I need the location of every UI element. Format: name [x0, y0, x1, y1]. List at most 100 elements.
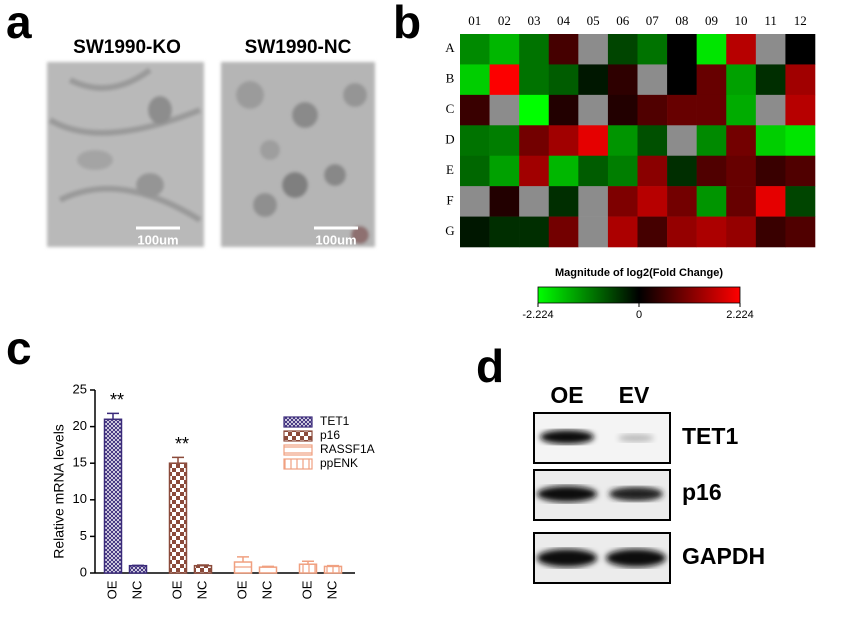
micrograph [221, 62, 375, 247]
heatmap-cell [607, 125, 638, 157]
column-label: 07 [646, 13, 660, 28]
heatmap-cell [578, 34, 609, 65]
panel-label: b [393, 0, 421, 48]
column-label: 09 [705, 13, 718, 28]
row-label: p16 [682, 479, 722, 505]
row-label: B [446, 71, 455, 86]
heatmap-cell [460, 125, 490, 157]
heatmap-cell [667, 94, 697, 126]
heatmap-cell [637, 34, 668, 65]
y-tick-label: 15 [73, 455, 87, 470]
column-label: 06 [616, 13, 630, 28]
heatmap-cell [637, 155, 668, 187]
row-label: C [446, 101, 455, 116]
heatmap-cell [607, 155, 638, 187]
x-tick-label: NC [259, 581, 274, 600]
column-label: 11 [764, 13, 777, 28]
heatmap-cell [460, 186, 490, 217]
y-tick-label: 5 [80, 528, 87, 543]
row-label: G [445, 223, 454, 238]
x-tick-label: OE [169, 580, 184, 599]
heatmap-cell [519, 64, 550, 96]
heatmap-cell [667, 186, 697, 217]
colorbar-tick-label: 0 [636, 309, 642, 321]
heatmap-cell [785, 155, 816, 187]
heatmap-cell [637, 94, 668, 126]
heatmap-cell [755, 125, 786, 157]
heatmap-cell [667, 34, 697, 65]
colorbar-tick-label: -2.224 [522, 309, 553, 321]
heatmap-cell [519, 216, 550, 248]
bar [258, 566, 278, 574]
column-label: 10 [735, 13, 748, 28]
legend-label: TET1 [320, 414, 350, 428]
column-label: 12 [794, 13, 807, 28]
x-tick-label: NC [194, 581, 209, 600]
heatmap-cell [726, 186, 757, 217]
heatmap-cell [785, 186, 816, 217]
heatmap-cell [460, 155, 490, 187]
heatmap-cell [755, 216, 786, 248]
heatmap-cell [548, 94, 579, 126]
heatmap-cell [519, 186, 550, 217]
x-tick-label: NC [129, 581, 144, 600]
legend-label: ppENK [320, 456, 358, 470]
blot [533, 412, 671, 584]
heatmap-cell [667, 64, 697, 96]
bar [193, 564, 213, 574]
heatmap-cell [607, 64, 638, 96]
bar [103, 418, 123, 574]
x-tick-label: OE [299, 580, 314, 599]
scale-label: 100um [315, 232, 356, 247]
heatmap-cell [755, 64, 786, 96]
heatmap-cell [519, 94, 550, 126]
heatmap-cell [607, 34, 638, 65]
heatmap-cell [785, 216, 816, 248]
heatmap-cell [785, 94, 816, 126]
legend-swatch [283, 458, 313, 470]
column-label: 08 [675, 13, 688, 28]
heatmap-cell [548, 34, 579, 65]
y-tick-label: 25 [73, 381, 87, 396]
x-tick-label: OE [104, 580, 119, 599]
heatmap-cell [578, 125, 609, 157]
error-bar [172, 456, 184, 464]
heatmap-cell [726, 94, 757, 126]
column-label: 01 [468, 13, 481, 28]
colorbar-tick-label: 2.224 [726, 309, 754, 321]
heatmap-cell [637, 216, 668, 248]
x-tick-label: OE [234, 580, 249, 599]
lane-label: EV [619, 382, 650, 408]
bar [298, 563, 318, 574]
heatmap-cell [755, 34, 786, 65]
row-label: GAPDH [682, 543, 765, 569]
column-label: 03 [527, 13, 540, 28]
heatmap-cell [548, 155, 579, 187]
heatmap-cell [667, 216, 697, 248]
error-bar [237, 556, 249, 563]
row-label: D [445, 131, 454, 146]
heatmap-cell [578, 94, 609, 126]
heatmap-cell [578, 155, 609, 187]
scale-label: 100um [137, 232, 178, 247]
legend-swatch [283, 430, 313, 442]
heatmap-cell [578, 64, 609, 96]
heatmap-cell [667, 125, 697, 157]
heatmap-cell [696, 34, 727, 65]
y-tick-label: 10 [73, 491, 87, 506]
heatmap-cell [726, 34, 757, 65]
image-title: SW1990-KO [73, 37, 181, 58]
colorbar [537, 286, 741, 304]
row-label: E [446, 162, 454, 177]
heatmap-cell [460, 64, 490, 96]
legend-swatch [283, 444, 313, 456]
heatmap-cell [607, 94, 638, 126]
heatmap-cell [726, 64, 757, 96]
heatmap-cell [548, 64, 579, 96]
bar [168, 462, 188, 574]
heatmap-cell [696, 125, 727, 157]
image-title: SW1990-NC [245, 37, 352, 58]
error-bar [302, 560, 314, 565]
micrograph [47, 62, 204, 247]
